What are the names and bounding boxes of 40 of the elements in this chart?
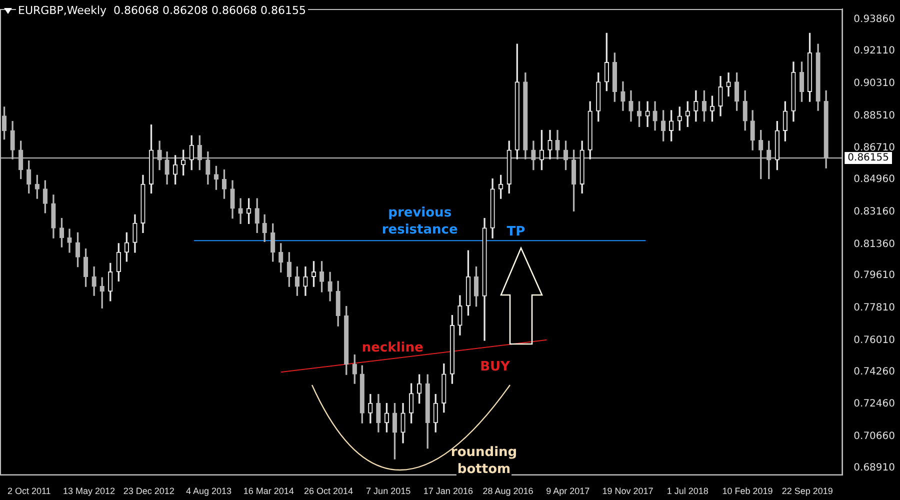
- y-tick-label: 0.90310: [854, 78, 896, 89]
- x-tick-label: 4 Aug 2013: [186, 486, 232, 496]
- y-tick-label: 0.92110: [854, 46, 896, 57]
- x-tick-label: 16 Mar 2014: [243, 486, 294, 496]
- y-tick-label: 0.77810: [854, 302, 896, 314]
- x-tick-label: 17 Jan 2016: [423, 486, 473, 496]
- series-label: neckline: [362, 340, 424, 356]
- candlestick: [238, 198, 243, 224]
- y-tick-label: 0.84960: [854, 174, 896, 186]
- annotation: BUY: [480, 359, 511, 374]
- x-tick-label: 10 Feb 2019: [722, 486, 773, 496]
- x-tick-label: 26 Oct 2014: [304, 486, 353, 496]
- y-tick-label: 0.74260: [854, 366, 896, 378]
- y-tick-label: 0.79610: [854, 270, 896, 282]
- series-label: previous resistance: [382, 205, 458, 238]
- y-tick-label: 0.72460: [854, 398, 896, 410]
- x-tick-label: 13 May 2012: [62, 486, 116, 496]
- x-tick-label: 7 Jun 2015: [366, 486, 411, 496]
- x-tick-label: 28 Aug 2016: [482, 486, 534, 496]
- y-tick-label: 0.81360: [854, 238, 896, 250]
- candlestick: [726, 72, 731, 96]
- x-tick-label: 2 Oct 2011: [7, 486, 51, 496]
- chart-title: EURGBP,Weekly 0.86068 0.86208 0.86068 0.86155: [16, 3, 308, 18]
- candlestick: [67, 228, 72, 253]
- x-tick-label: 23 Dec 2012: [123, 486, 174, 496]
- y-tick-label: 0.86710: [854, 142, 896, 154]
- y-tick-label: 0.88510: [854, 110, 896, 122]
- ref-line-label: 0.86155: [848, 152, 890, 164]
- y-tick-label: 0.70660: [854, 430, 896, 442]
- x-tick-label: 22 Sep 2019: [782, 486, 833, 496]
- x-tick-label: 1 Jul 2018: [666, 486, 708, 496]
- y-tick-label: 0.83160: [854, 206, 896, 218]
- x-tick-label: 9 Apr 2017: [546, 486, 590, 496]
- y-tick-label: 0.93860: [854, 14, 896, 26]
- y-tick-label: 0.68910: [854, 462, 896, 474]
- candlestick: [645, 101, 650, 128]
- y-tick-label: 0.76010: [854, 334, 896, 346]
- x-tick-label: 19 Nov 2017: [602, 486, 654, 496]
- annotation: TP: [506, 224, 526, 240]
- annotation: rounding bottom: [450, 444, 518, 477]
